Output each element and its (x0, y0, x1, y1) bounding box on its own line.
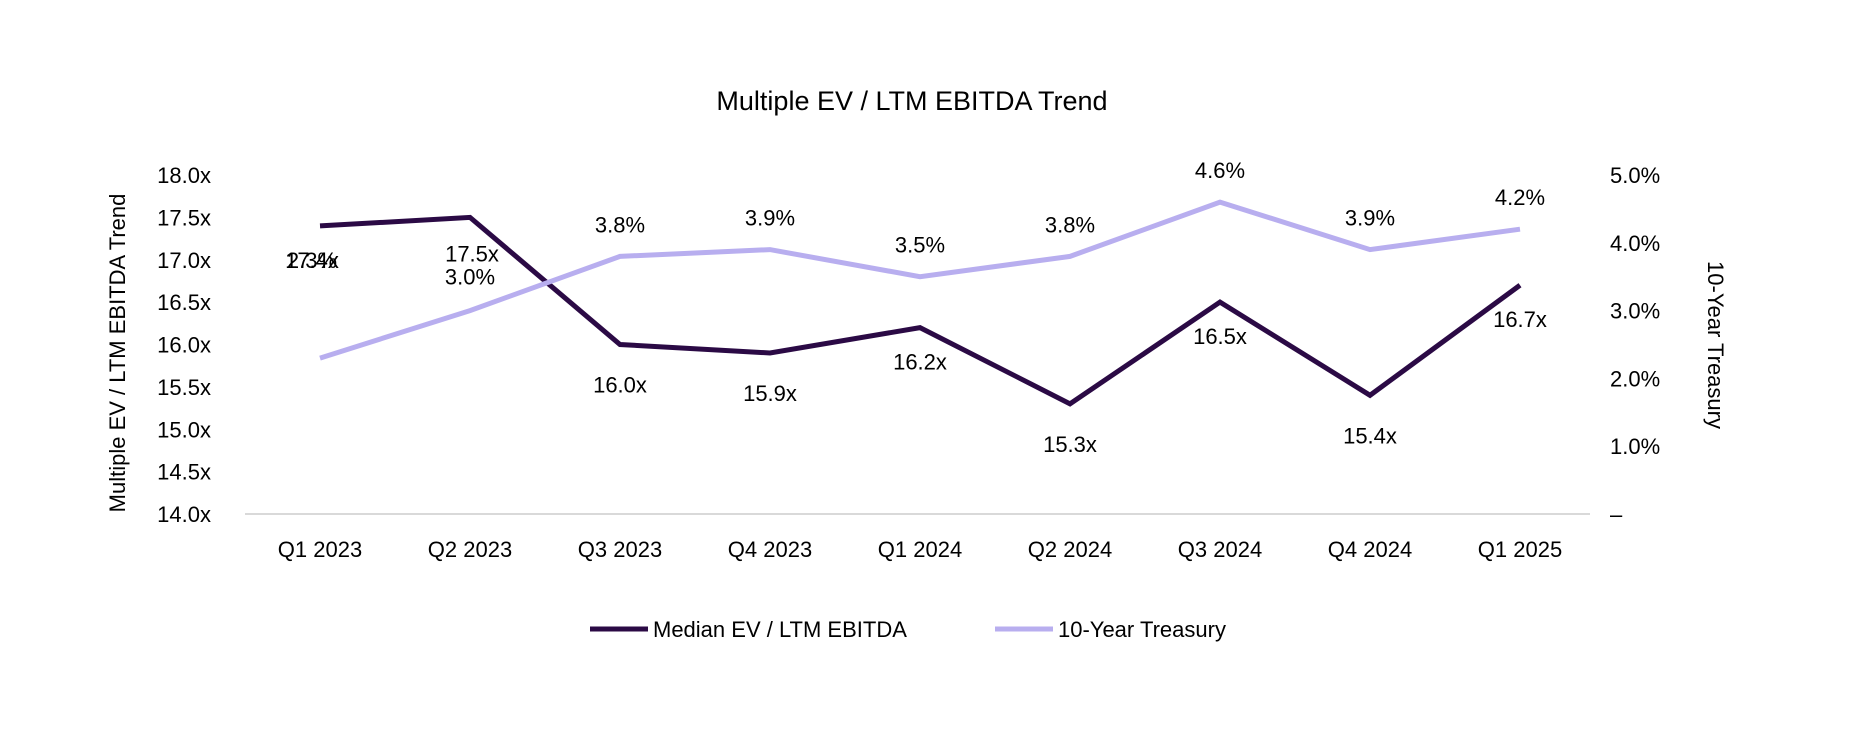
x-tick-label: Q1 2025 (1478, 537, 1562, 562)
left-tick-label: 14.0x (157, 502, 211, 527)
x-tick-label: Q1 2024 (878, 537, 962, 562)
left-tick-label: 16.5x (157, 290, 211, 315)
right-axis-title: 10-Year Treasury (1703, 261, 1728, 429)
right-tick-label: 3.0% (1610, 299, 1660, 324)
left-tick-label: 15.5x (157, 375, 211, 400)
series-line-0 (319, 214, 1522, 407)
x-tick-label: Q4 2024 (1328, 537, 1412, 562)
data-label: 17.4x (285, 248, 339, 273)
data-label: 15.4x (1343, 423, 1397, 448)
right-axis-ticks: – 1.0% 2.0% 3.0% 4.0% 5.0% (1610, 163, 1660, 527)
x-tick-label: Q3 2024 (1178, 537, 1262, 562)
data-label: 16.2x (893, 350, 947, 375)
data-labels: 17.4x 17.5x 16.0x 15.9x 16.2x 15.3x 16.5x 15.4x… (285, 158, 1547, 457)
data-label: 3.9% (745, 206, 795, 231)
data-label: 3.0% (445, 265, 495, 290)
left-tick-label: 17.0x (157, 248, 211, 273)
right-tick-label: – (1610, 502, 1623, 527)
right-tick-label: 4.0% (1610, 231, 1660, 256)
data-label: 2.3% (287, 248, 337, 273)
left-axis-title: Multiple EV / LTM EBITDA Trend (105, 194, 130, 513)
left-tick-label: 16.0x (157, 333, 211, 358)
data-label: 15.9x (743, 381, 797, 406)
x-tick-label: Q2 2023 (428, 537, 512, 562)
data-label: 4.2% (1495, 185, 1545, 210)
x-tick-label: Q1 2023 (278, 537, 362, 562)
legend: Median EV / LTM EBITDA 10-Year Treasury (590, 617, 1226, 642)
legend-label-0: Median EV / LTM EBITDA (653, 617, 907, 642)
series-layer (319, 199, 1522, 407)
data-label: 17.5x (445, 241, 499, 266)
right-tick-label: 2.0% (1610, 366, 1660, 391)
x-tick-label: Q4 2023 (728, 537, 812, 562)
data-label: 16.0x (593, 373, 647, 398)
chart-title: Multiple EV / LTM EBITDA Trend (716, 86, 1107, 116)
left-tick-label: 17.5x (157, 205, 211, 230)
left-axis-ticks: 14.0x 14.5x 15.0x 15.5x 16.0x 16.5x 17.0x 17.5x… (157, 163, 211, 527)
x-tick-label: Q3 2023 (578, 537, 662, 562)
legend-label-1: 10-Year Treasury (1058, 617, 1226, 642)
right-tick-label: 1.0% (1610, 434, 1660, 459)
data-label: 3.5% (895, 233, 945, 258)
left-tick-label: 14.5x (157, 460, 211, 485)
series-line-1 (319, 199, 1521, 361)
data-label: 3.8% (1045, 212, 1095, 237)
data-label: 4.6% (1195, 158, 1245, 183)
data-label: 15.3x (1043, 432, 1097, 457)
x-tick-label: Q2 2024 (1028, 537, 1112, 562)
data-label: 16.7x (1493, 307, 1547, 332)
x-axis-ticks: Q1 2023 Q2 2023 Q3 2023 Q4 2023 Q1 2024 Q2 20… (278, 537, 1562, 562)
left-tick-label: 18.0x (157, 163, 211, 188)
left-tick-label: 15.0x (157, 417, 211, 442)
right-tick-label: 5.0% (1610, 163, 1660, 188)
data-label: 16.5x (1193, 324, 1247, 349)
data-label: 3.8% (595, 212, 645, 237)
data-label: 3.9% (1345, 206, 1395, 231)
